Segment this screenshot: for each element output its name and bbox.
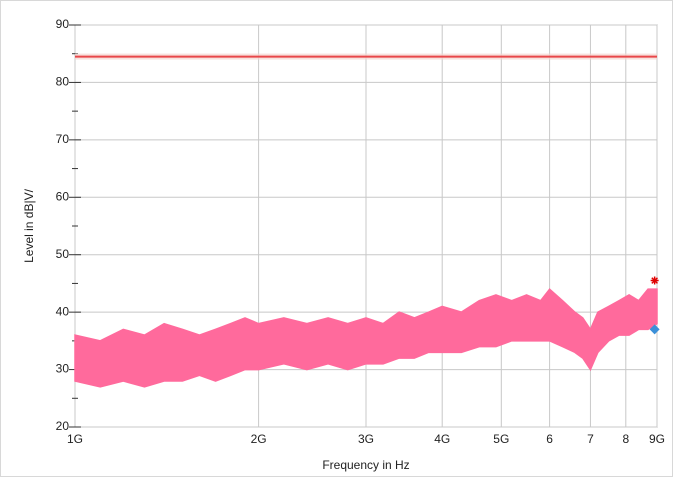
x-tick-label: 1G <box>67 432 83 446</box>
x-tick-label: 8 <box>622 432 629 446</box>
y-tick-label: 40 <box>56 304 70 318</box>
peak-marker <box>649 324 660 335</box>
y-tick-label: 80 <box>56 75 70 89</box>
y-tick-label: 60 <box>56 189 70 203</box>
trace-band <box>74 288 658 388</box>
x-tick-label: 9G <box>649 432 665 446</box>
x-tick-label: 2G <box>251 432 267 446</box>
x-axis-label: Frequency in Hz <box>322 458 409 472</box>
y-tick-label: 20 <box>56 419 70 433</box>
y-tick-label: 90 <box>56 17 70 31</box>
x-tick-label: 4G <box>434 432 450 446</box>
y-tick-label: 30 <box>56 362 70 376</box>
x-tick-label: 6 <box>546 432 553 446</box>
x-tick-label: 3G <box>358 432 374 446</box>
y-tick-label: 70 <box>56 132 70 146</box>
y-axis-label: Level in dB|V/ <box>22 188 36 262</box>
peak-marker <box>650 276 659 285</box>
x-tick-label: 5G <box>493 432 509 446</box>
y-tick-label: 50 <box>56 247 70 261</box>
x-tick-label: 7 <box>587 432 594 446</box>
